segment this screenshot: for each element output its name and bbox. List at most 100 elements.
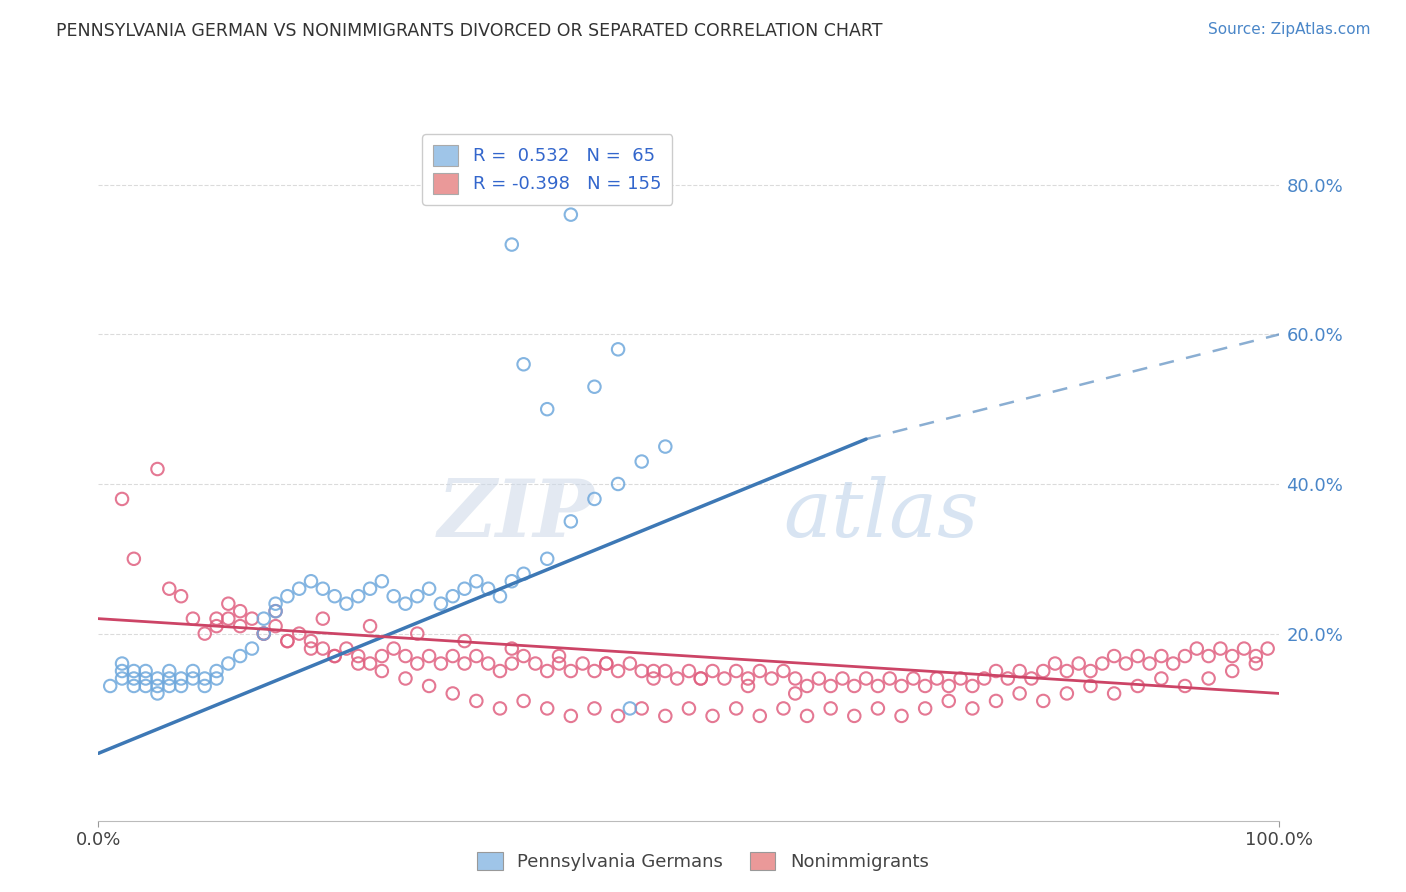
Point bbox=[973, 672, 995, 686]
Point bbox=[229, 619, 252, 633]
Point bbox=[111, 491, 134, 506]
Point bbox=[785, 686, 807, 700]
Point bbox=[501, 237, 523, 252]
Point bbox=[512, 648, 534, 663]
Point bbox=[737, 672, 759, 686]
Point bbox=[512, 694, 534, 708]
Point bbox=[135, 679, 157, 693]
Point bbox=[312, 641, 335, 656]
Point bbox=[205, 612, 228, 626]
Point bbox=[347, 648, 370, 663]
Point bbox=[1056, 686, 1078, 700]
Point bbox=[465, 694, 488, 708]
Point bbox=[323, 589, 346, 603]
Point bbox=[807, 672, 830, 686]
Point bbox=[170, 589, 193, 603]
Point bbox=[595, 657, 617, 671]
Point bbox=[1091, 657, 1114, 671]
Point bbox=[925, 672, 948, 686]
Point bbox=[619, 657, 641, 671]
Point bbox=[253, 626, 276, 640]
Point bbox=[441, 648, 464, 663]
Point bbox=[347, 657, 370, 671]
Point bbox=[536, 402, 558, 417]
Text: Source: ZipAtlas.com: Source: ZipAtlas.com bbox=[1208, 22, 1371, 37]
Legend: R =  0.532   N =  65, R = -0.398   N = 155: R = 0.532 N = 65, R = -0.398 N = 155 bbox=[422, 134, 672, 204]
Point bbox=[785, 672, 807, 686]
Point bbox=[477, 582, 499, 596]
Point bbox=[299, 634, 322, 648]
Point bbox=[430, 657, 453, 671]
Point bbox=[157, 664, 180, 678]
Point bbox=[820, 701, 842, 715]
Text: PENNSYLVANIA GERMAN VS NONIMMIGRANTS DIVORCED OR SEPARATED CORRELATION CHART: PENNSYLVANIA GERMAN VS NONIMMIGRANTS DIV… bbox=[56, 22, 883, 40]
Point bbox=[1080, 664, 1102, 678]
Point bbox=[441, 589, 464, 603]
Point bbox=[1139, 657, 1161, 671]
Point bbox=[914, 679, 936, 693]
Point bbox=[406, 626, 429, 640]
Point bbox=[512, 357, 534, 371]
Point bbox=[560, 709, 582, 723]
Point bbox=[844, 709, 866, 723]
Point bbox=[890, 709, 912, 723]
Point bbox=[418, 648, 440, 663]
Point bbox=[1198, 672, 1220, 686]
Text: ZIP: ZIP bbox=[437, 475, 595, 553]
Point bbox=[335, 597, 357, 611]
Point bbox=[205, 619, 228, 633]
Point bbox=[536, 551, 558, 566]
Point bbox=[560, 208, 582, 222]
Point bbox=[619, 701, 641, 715]
Point bbox=[949, 672, 972, 686]
Point bbox=[465, 574, 488, 589]
Point bbox=[347, 589, 370, 603]
Point bbox=[1233, 641, 1256, 656]
Point bbox=[796, 679, 818, 693]
Point bbox=[111, 672, 134, 686]
Point bbox=[583, 664, 606, 678]
Point bbox=[194, 672, 217, 686]
Point bbox=[288, 582, 311, 596]
Point bbox=[229, 604, 252, 618]
Point bbox=[1102, 686, 1125, 700]
Point bbox=[1198, 648, 1220, 663]
Point bbox=[453, 582, 475, 596]
Point bbox=[146, 686, 169, 700]
Point bbox=[1032, 694, 1054, 708]
Point bbox=[772, 701, 794, 715]
Point bbox=[323, 648, 346, 663]
Point bbox=[678, 664, 700, 678]
Point bbox=[394, 597, 416, 611]
Point bbox=[406, 589, 429, 603]
Point bbox=[418, 679, 440, 693]
Point bbox=[820, 679, 842, 693]
Point bbox=[359, 657, 381, 671]
Point bbox=[938, 694, 960, 708]
Point bbox=[453, 634, 475, 648]
Point bbox=[689, 672, 711, 686]
Point bbox=[205, 664, 228, 678]
Point bbox=[666, 672, 689, 686]
Point bbox=[371, 648, 394, 663]
Point bbox=[489, 701, 512, 715]
Point bbox=[997, 672, 1019, 686]
Point bbox=[831, 672, 853, 686]
Point bbox=[157, 582, 180, 596]
Point bbox=[299, 574, 322, 589]
Point bbox=[583, 380, 606, 394]
Point bbox=[548, 648, 571, 663]
Point bbox=[312, 612, 335, 626]
Point bbox=[501, 657, 523, 671]
Point bbox=[962, 701, 984, 715]
Point bbox=[1067, 657, 1090, 671]
Point bbox=[1150, 648, 1173, 663]
Point bbox=[607, 709, 630, 723]
Point bbox=[453, 657, 475, 671]
Point bbox=[181, 612, 204, 626]
Point bbox=[98, 679, 121, 693]
Point bbox=[725, 664, 748, 678]
Point bbox=[157, 672, 180, 686]
Point bbox=[607, 477, 630, 491]
Point bbox=[890, 679, 912, 693]
